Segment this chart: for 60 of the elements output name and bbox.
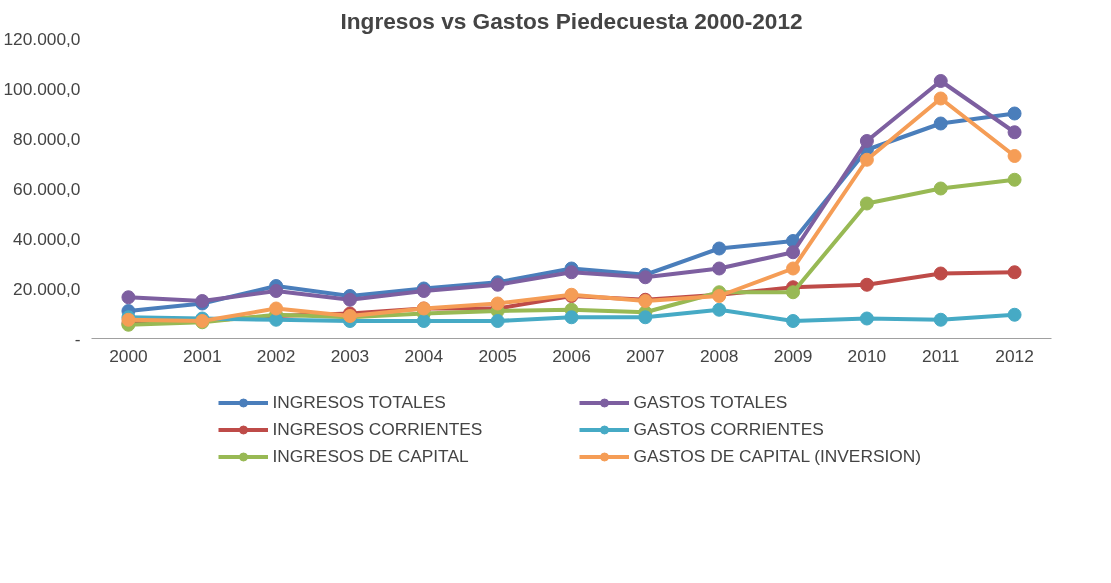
point	[1007, 125, 1022, 140]
x-tick-label: 2000	[109, 345, 148, 366]
point	[786, 245, 801, 260]
point	[786, 285, 801, 300]
point	[638, 310, 653, 325]
point	[712, 261, 727, 276]
point	[1007, 106, 1022, 121]
point	[933, 116, 948, 131]
x-tick-label: 2012	[995, 345, 1034, 366]
legend-label: INGRESOS CORRIENTES	[272, 418, 484, 440]
point	[564, 310, 579, 325]
legend-label: INGRESOS DE CAPITAL	[272, 445, 470, 467]
x-tick-label: 2011	[922, 345, 960, 366]
point	[564, 265, 579, 280]
point	[786, 261, 801, 276]
point	[933, 312, 948, 327]
x-tick-label: 2005	[478, 345, 517, 366]
chart-title: Ingresos vs Gastos Piedecuesta 2000-2012	[340, 7, 803, 34]
point	[1007, 172, 1022, 187]
x-tick-label: 2001	[183, 345, 222, 366]
x-tick-label: 2004	[404, 345, 444, 366]
point	[859, 196, 874, 211]
point	[859, 311, 874, 326]
point	[786, 314, 801, 328]
point	[1007, 307, 1022, 322]
point	[342, 292, 357, 307]
x-tick-label: 2002	[256, 345, 296, 366]
point	[490, 296, 505, 311]
point	[490, 314, 505, 328]
point	[933, 91, 948, 106]
legend-label: INGRESOS TOTALES	[272, 391, 447, 413]
legend-label: GASTOS CORRIENTES	[633, 418, 825, 440]
x-tick-label: 2003	[330, 345, 370, 366]
point	[269, 284, 284, 298]
legend-label: GASTOS TOTALES	[633, 391, 789, 413]
point	[859, 134, 874, 148]
point	[1007, 149, 1022, 163]
point	[712, 241, 727, 256]
point	[933, 74, 948, 88]
y-tick-label: -	[74, 328, 81, 349]
x-tick-label: 2010	[847, 345, 887, 366]
point	[1007, 265, 1022, 280]
point	[859, 152, 874, 167]
y-tick-label: 100.000,0	[3, 78, 81, 99]
legend-label: GASTOS DE CAPITAL (INVERSION)	[633, 445, 923, 467]
point	[859, 277, 874, 292]
x-tick-label: 2008	[699, 345, 739, 366]
point	[933, 266, 948, 281]
point	[933, 181, 948, 196]
point	[269, 301, 284, 316]
y-tick-label: 120.000,0	[3, 28, 81, 49]
x-tick-label: 2007	[626, 345, 665, 366]
y-tick-label: 60.000,0	[13, 178, 81, 199]
y-tick-label: 40.000,0	[13, 228, 81, 249]
point	[121, 290, 136, 305]
point	[712, 302, 727, 317]
y-tick-label: 20.000,0	[13, 278, 81, 299]
x-tick-label: 2006	[552, 345, 591, 366]
y-tick-label: 80.000,0	[13, 128, 81, 149]
x-tick-label: 2009	[773, 345, 813, 366]
